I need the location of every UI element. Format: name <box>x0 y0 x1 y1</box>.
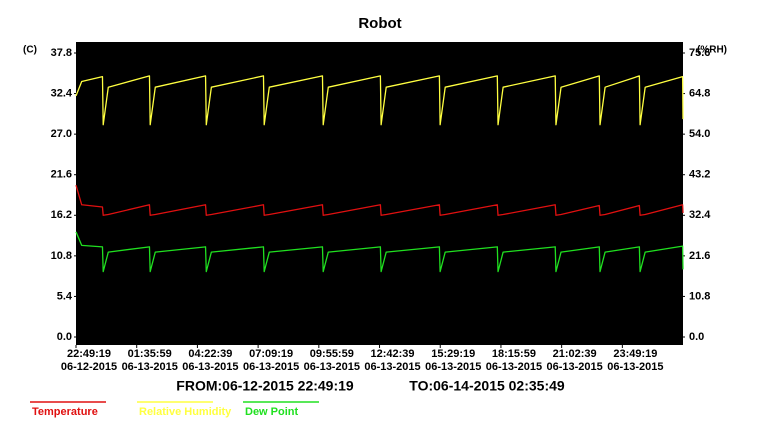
series-line <box>75 75 684 126</box>
legend-label: Temperature <box>32 406 98 418</box>
y-tick-label: 16.2 <box>51 209 72 221</box>
y2-axis-unit: (%RH) <box>697 45 727 56</box>
y-axis-unit: (C) <box>23 45 37 56</box>
x-tick-label: 18:15:59 <box>492 348 536 360</box>
x-tick-label: 06-13-2015 <box>243 361 299 373</box>
y2-tick-label: 32.4 <box>689 209 711 221</box>
x-tick-label: 22:49:19 <box>67 348 111 360</box>
from-label: FROM:06-12-2015 22:49:19 <box>176 378 354 394</box>
x-tick-label: 01:35:59 <box>128 348 172 360</box>
y-tick-label: 0.0 <box>57 331 72 343</box>
x-tick-label: 04:22:39 <box>188 348 232 360</box>
x-tick-label: 21:02:39 <box>553 348 597 360</box>
x-tick-label: 12:42:39 <box>371 348 415 360</box>
x-tick-label: 23:49:19 <box>613 348 657 360</box>
x-tick-label: 06-13-2015 <box>486 361 542 373</box>
y2-tick-label: 21.6 <box>689 250 710 262</box>
legend-label: Dew Point <box>245 406 299 418</box>
chart-title: Robot <box>358 15 401 32</box>
x-tick-label: 06-13-2015 <box>607 361 663 373</box>
x-tick-label: 06-13-2015 <box>182 361 238 373</box>
y2-tick-label: 0.0 <box>689 331 704 343</box>
x-tick-label: 06-12-2015 <box>61 361 117 373</box>
y2-tick-label: 10.8 <box>689 290 710 302</box>
y-tick-label: 32.4 <box>51 87 73 99</box>
x-tick-label: 06-13-2015 <box>425 361 481 373</box>
legend-label: Relative Humidity <box>139 406 232 418</box>
y-tick-label: 21.6 <box>51 169 72 181</box>
y-tick-label: 37.8 <box>51 47 72 59</box>
y2-tick-label: 54.0 <box>689 128 710 140</box>
y-tick-label: 5.4 <box>57 290 73 302</box>
x-tick-label: 06-13-2015 <box>122 361 178 373</box>
to-label: TO:06-14-2015 02:35:49 <box>409 378 565 394</box>
series-line <box>75 231 684 273</box>
series-line <box>75 185 684 216</box>
x-tick-label: 07:09:19 <box>249 348 293 360</box>
plot-area <box>76 42 683 345</box>
y2-tick-label: 64.8 <box>689 87 710 99</box>
y2-tick-label: 43.2 <box>689 169 710 181</box>
x-tick-label: 09:55:59 <box>310 348 354 360</box>
x-tick-label: 15:29:19 <box>431 348 475 360</box>
y2-tick-label: 75.6 <box>689 47 710 59</box>
x-tick-label: 06-13-2015 <box>547 361 603 373</box>
y-tick-label: 27.0 <box>51 128 72 140</box>
y-tick-label: 10.8 <box>51 250 72 262</box>
x-tick-label: 06-13-2015 <box>364 361 420 373</box>
x-tick-label: 06-13-2015 <box>304 361 360 373</box>
